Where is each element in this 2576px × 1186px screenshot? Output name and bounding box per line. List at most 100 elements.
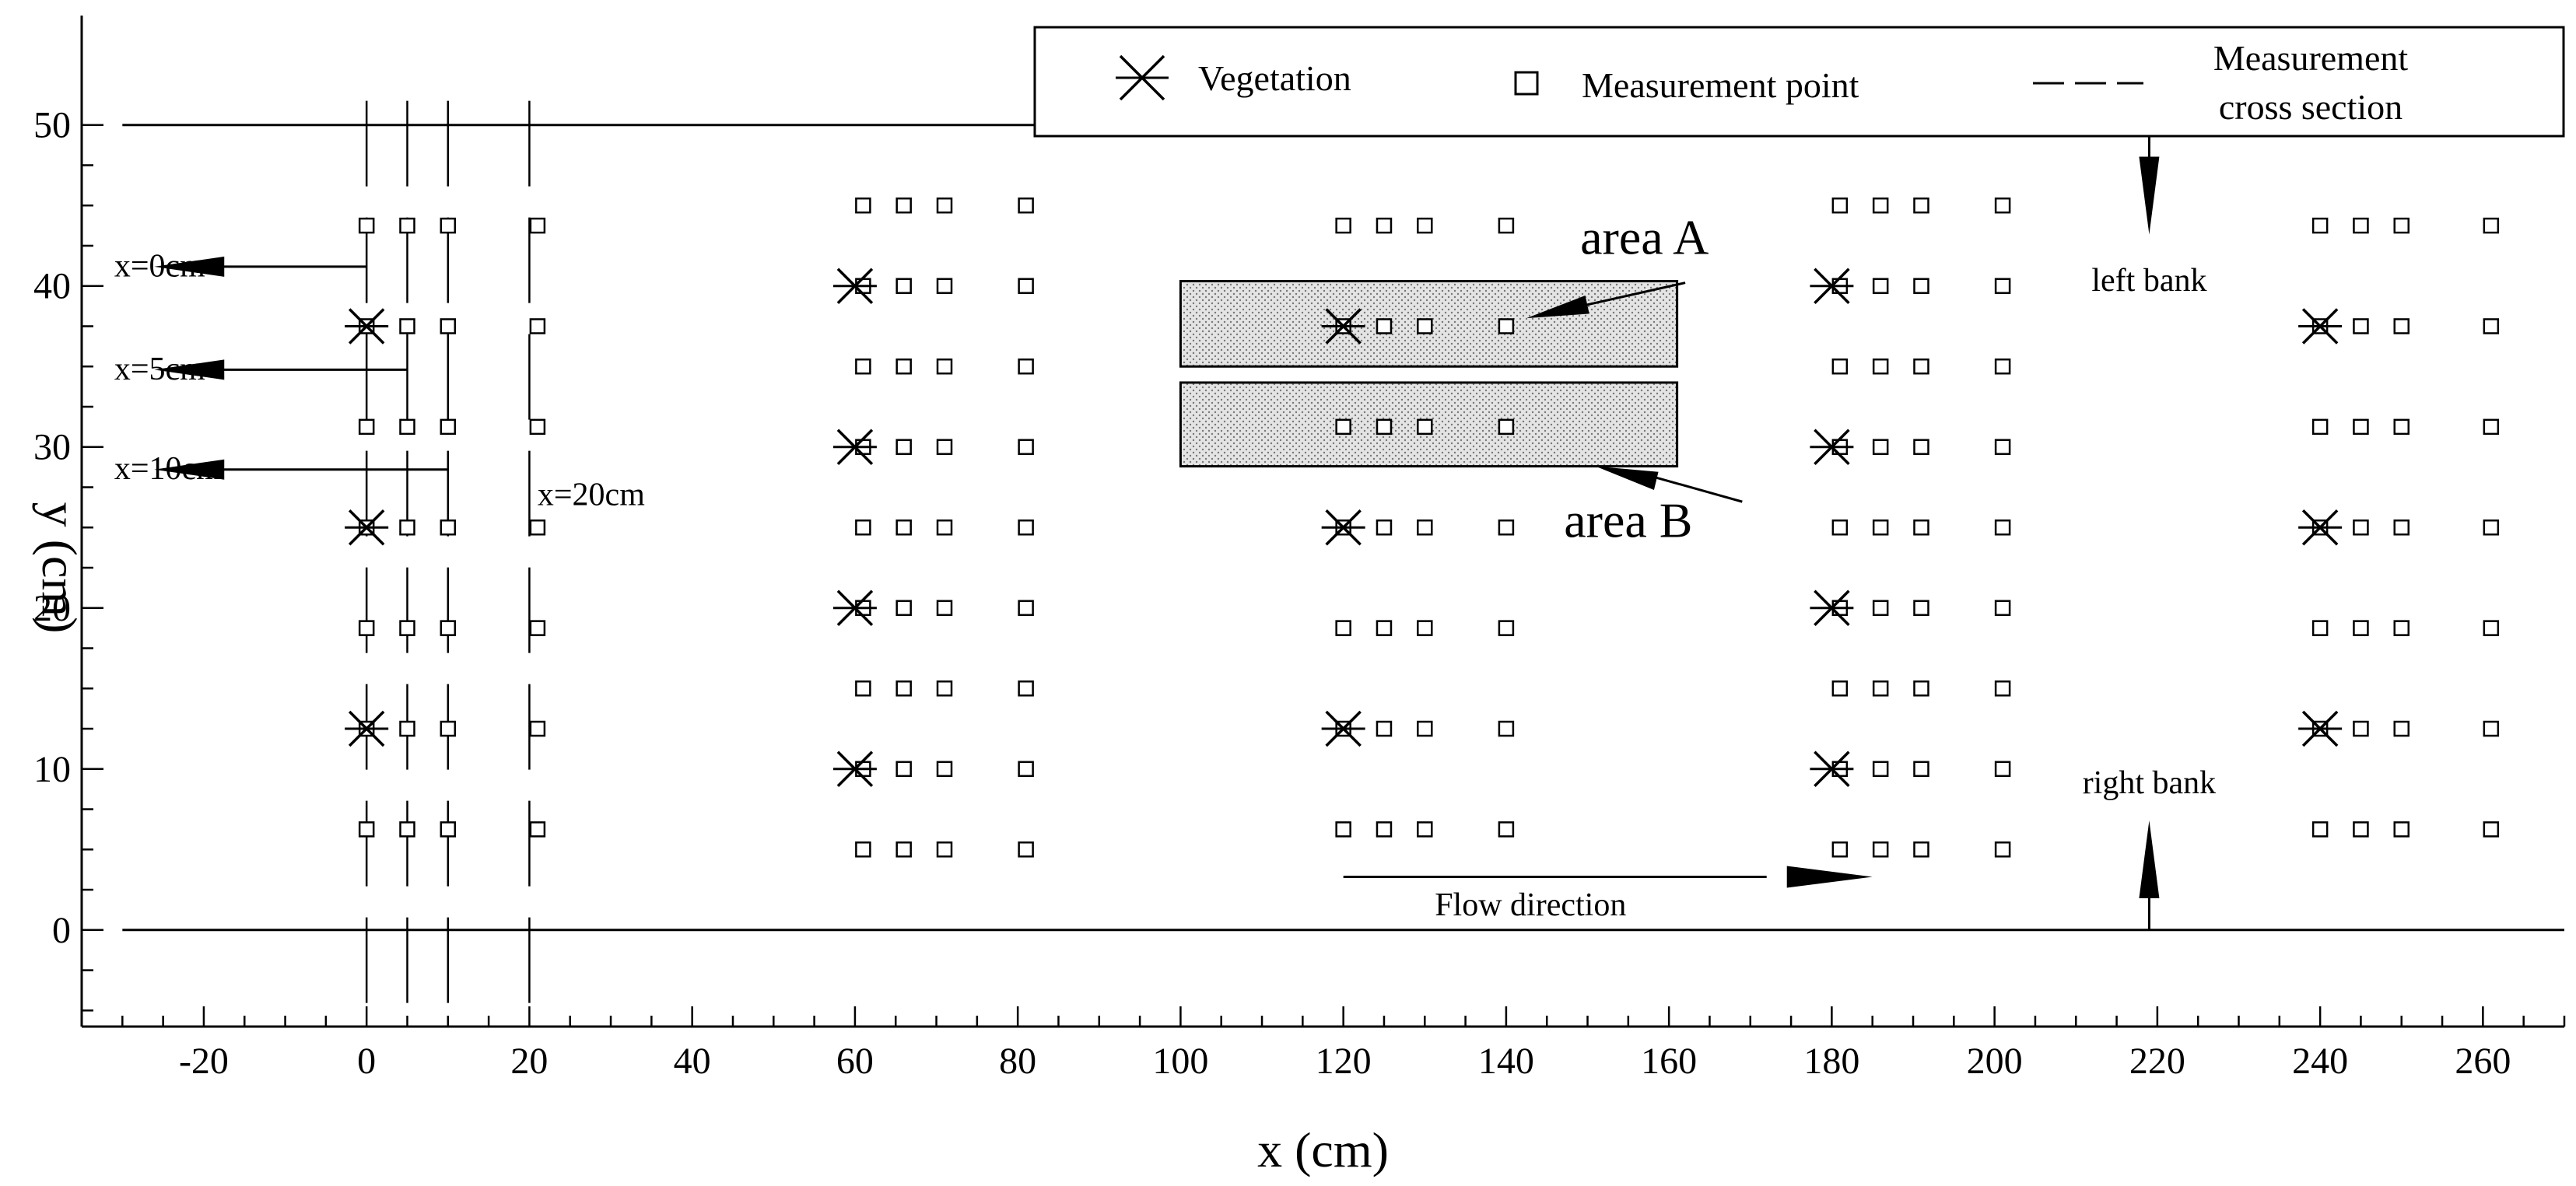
measurement-point [1994, 197, 2011, 214]
measurement-point [1018, 197, 1034, 214]
measurement-point [1498, 217, 1515, 234]
measurement-point [895, 600, 912, 617]
measurement-point [1994, 358, 2011, 375]
x-tick-label: 200 [1967, 1041, 2023, 1082]
measurement-point [1872, 439, 1889, 455]
vegetation-marker [2298, 509, 2343, 546]
y-tick-label: 40 [33, 266, 71, 307]
legend-vegetation-symbol [1116, 54, 1169, 101]
measurement-point [1913, 761, 1929, 778]
x-tick-label: 20 [510, 1041, 548, 1082]
measurement-point [1498, 720, 1515, 737]
measurement-point [440, 318, 457, 334]
measurement-point [399, 418, 415, 436]
measurement-point [529, 821, 546, 838]
measurement-point [1018, 600, 1034, 617]
measurement-point [2393, 519, 2410, 536]
measurement-point [1335, 418, 1351, 436]
measurement-point [1417, 217, 1433, 234]
x-tick-label: 120 [1316, 1041, 1372, 1082]
x5-label-arrowhead [154, 359, 225, 380]
measurement-point [529, 318, 546, 334]
vegetation-marker [1321, 710, 1365, 747]
highlight-areas [1179, 280, 1679, 468]
measurement-point [1872, 519, 1889, 536]
measurement-point [2393, 418, 2410, 436]
vegetation-marker [1321, 308, 1365, 345]
measurement-point [529, 620, 546, 636]
x-tick-label: 80 [999, 1041, 1036, 1082]
measurement-point [1872, 761, 1889, 778]
measurement-point [936, 439, 953, 455]
x-tick-label: -20 [179, 1041, 229, 1082]
measurement-point [1018, 761, 1034, 778]
measurement-point [1376, 720, 1393, 737]
vegetation-marker [1810, 590, 1854, 626]
measurement-point [895, 519, 912, 536]
legend-section-label-1: Measurement [2213, 38, 2409, 78]
measurement-point [358, 217, 375, 234]
x-tick-label: 0 [357, 1041, 376, 1082]
x0-label-arrowhead [154, 256, 225, 277]
measurement-point [1872, 680, 1889, 697]
measurement-point [2311, 620, 2329, 636]
measurement-point [1335, 217, 1351, 234]
legend-square-symbol [1514, 71, 1539, 96]
annotations: x=0cm x=5cm x=10cm x=20cm area A area B Flow d… [114, 124, 2216, 930]
measurement-point [855, 197, 871, 214]
measurement-point [529, 720, 546, 737]
measurement-point [1018, 439, 1034, 455]
vegetation-markers [345, 268, 2343, 788]
vegetation-marker [832, 429, 877, 465]
x-axis-title: x (cm) [1257, 1122, 1389, 1177]
measurement-point [1831, 358, 1849, 375]
x-tick-label: 100 [1152, 1041, 1208, 1082]
area-b-arrow [1644, 473, 1743, 503]
measurement-point [1417, 418, 1433, 436]
measurement-point [1913, 600, 1929, 617]
measurement-point [855, 841, 871, 858]
vegetation-marker [832, 590, 877, 626]
measurement-point [1018, 519, 1034, 536]
right-bank-label: right bank [2083, 765, 2216, 801]
right-bank-arrowhead [2139, 820, 2160, 899]
measurement-point [1498, 821, 1515, 838]
measurement-point [1913, 841, 1929, 858]
y-tick-label: 0 [52, 910, 71, 951]
x-tick-label: 220 [2129, 1041, 2185, 1082]
measurement-point [1913, 278, 1929, 294]
measurement-point [895, 841, 912, 858]
measurement-point [1872, 278, 1889, 294]
measurement-point [1913, 680, 1929, 697]
measurement-point [2483, 821, 2500, 838]
measurement-point [1018, 841, 1034, 858]
measurement-point [936, 278, 953, 294]
measurement-point [1498, 620, 1515, 636]
measurement-point [529, 418, 546, 436]
measurement-point [855, 358, 871, 375]
left-bank-arrowhead [2139, 156, 2160, 235]
measurement-point [2393, 821, 2410, 838]
vegetation-marker [1321, 509, 1365, 546]
cross-section-label-5: x=5cm [114, 352, 205, 387]
measurement-point [936, 680, 953, 697]
measurement-point [1913, 439, 1929, 455]
measurement-point [1376, 318, 1393, 334]
vegetation-marker [832, 750, 877, 788]
measurement-point [440, 418, 457, 436]
measurement-point [1994, 761, 2011, 778]
measurement-point [1872, 358, 1889, 375]
measurement-point [2483, 318, 2500, 334]
x-tick-label: 240 [2292, 1041, 2348, 1082]
measurement-point [1994, 519, 2011, 536]
measurement-point [936, 197, 953, 214]
measurement-point [2483, 620, 2500, 636]
measurement-point [895, 278, 912, 294]
measurement-point [1994, 439, 2011, 455]
measurement-point [895, 439, 912, 455]
legend-measurement-label: Measurement point [1582, 65, 1859, 105]
measurement-point [895, 358, 912, 375]
cross-section-label-10: x=10cm [114, 451, 222, 487]
measurement-point [2353, 519, 2369, 536]
